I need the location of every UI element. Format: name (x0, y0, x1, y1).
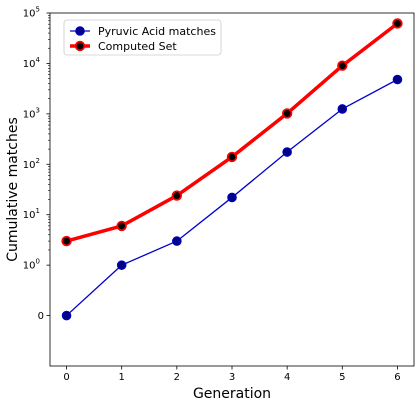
y-tick-label: 102 (23, 157, 40, 171)
data-point (337, 60, 348, 71)
y-tick-label: 0 (38, 311, 44, 322)
legend-marker-1 (74, 40, 86, 52)
data-point (282, 147, 292, 157)
axes: 0 1 2 3 4 5 6 0 100 101 102 103 104 105 (23, 6, 401, 384)
legend-label-0: Pyruvic Acid matches (98, 25, 216, 38)
data-point (172, 236, 182, 246)
plot-frame (49, 12, 415, 367)
legend-label-1: Computed Set (98, 40, 177, 53)
legend: Pyruvic Acid matches Computed Set (63, 19, 222, 56)
data-point (116, 260, 127, 270)
x-axis-label: Generation (193, 386, 271, 402)
series-layer (61, 18, 403, 321)
data-point (226, 151, 238, 163)
y-axis-label: Cumulative matches (5, 117, 21, 262)
x-tick-label: 0 (63, 372, 69, 383)
y-tick-label: 100 (23, 258, 40, 272)
x-tick-label: 6 (394, 372, 400, 383)
x-tick-label: 2 (174, 372, 180, 383)
y-tick-label: 105 (23, 6, 40, 20)
x-tick-label: 4 (284, 372, 290, 383)
legend-marker-0 (75, 26, 85, 36)
data-point (171, 190, 183, 201)
y-tick-label: 103 (23, 106, 40, 120)
data-point (116, 220, 127, 232)
x-tick-label: 1 (119, 372, 125, 383)
data-point (281, 108, 293, 119)
data-point (337, 104, 348, 114)
data-point (227, 192, 237, 203)
data-point (61, 235, 72, 247)
y-tick-label: 104 (23, 56, 41, 70)
y-tick-label: 101 (23, 207, 40, 221)
plot-area (49, 12, 415, 367)
data-point (61, 310, 72, 321)
x-tick-label: 3 (229, 372, 235, 383)
legend-box (63, 19, 222, 56)
x-tick-label: 5 (339, 372, 345, 383)
data-point (392, 18, 403, 29)
data-point (392, 74, 403, 85)
